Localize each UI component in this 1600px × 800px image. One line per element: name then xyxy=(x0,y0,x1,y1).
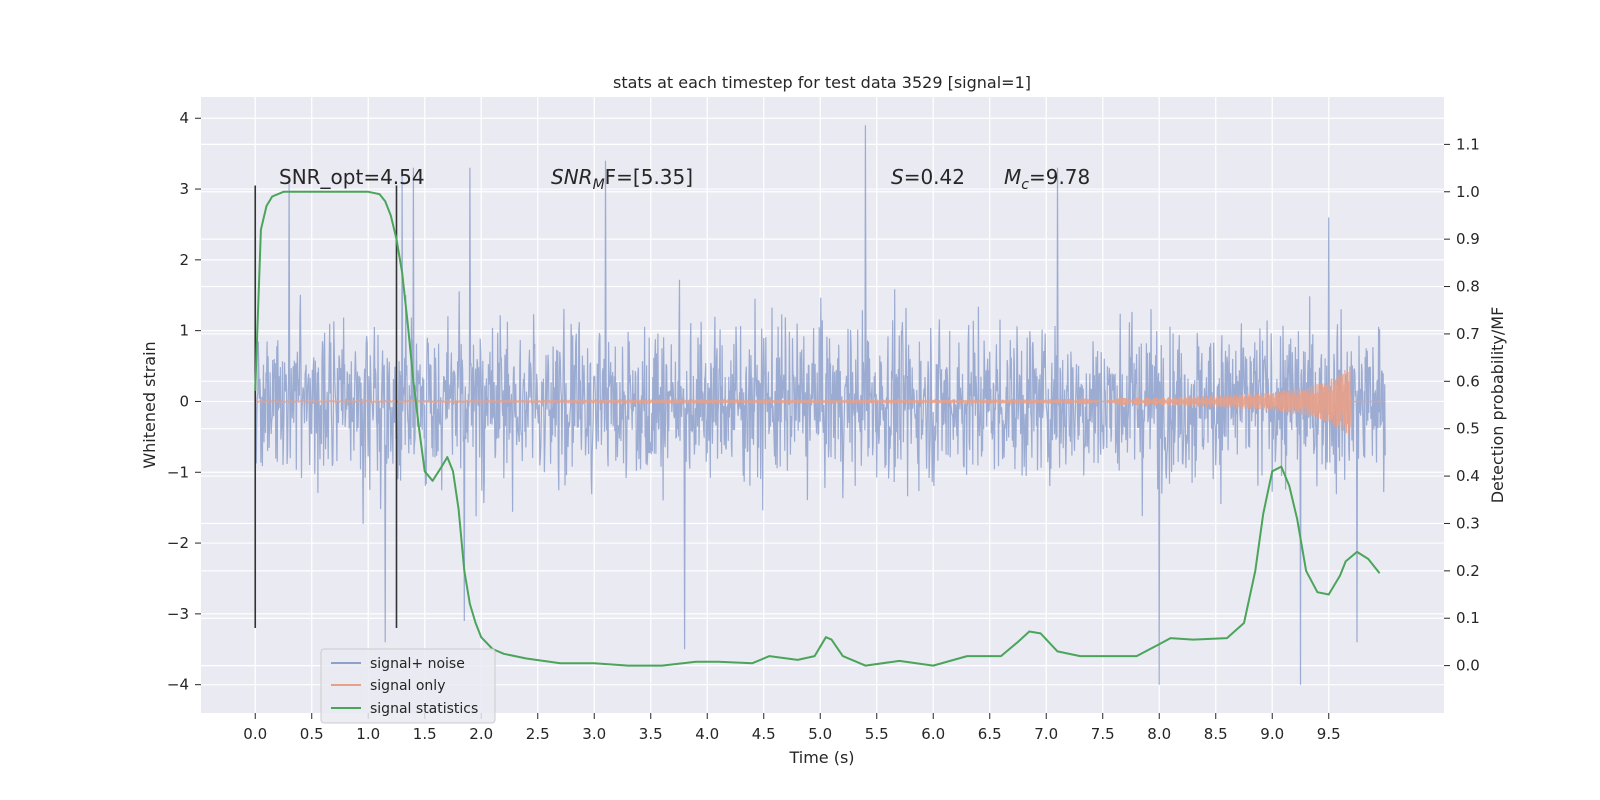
y2-tick-label: 0.9 xyxy=(1456,230,1480,248)
y-tick-label: 1 xyxy=(179,322,189,340)
x-tick-label: 5.0 xyxy=(808,725,832,743)
legend-label-signal-statistics: signal statistics xyxy=(370,701,478,717)
x-tick-label: 4.0 xyxy=(695,725,719,743)
legend: signal+ noise signal only signal statist… xyxy=(320,648,496,724)
signal-only-line xyxy=(254,366,1386,435)
y2-tick-label: 0.8 xyxy=(1456,278,1480,296)
y2-tick-label: 0.6 xyxy=(1456,372,1480,390)
y-axis-ticks: −4 −3 −2 −1 0 1 2 3 4 xyxy=(167,109,201,694)
x-tick-label: 0.5 xyxy=(300,725,324,743)
x-tick-label: 5.5 xyxy=(865,725,889,743)
y2-tick-label: 0.3 xyxy=(1456,514,1480,532)
y2-tick-label: 0.0 xyxy=(1456,657,1480,675)
annotation-snr-opt: SNR_opt=4.54 xyxy=(279,165,425,189)
x-tick-label: 1.5 xyxy=(413,725,437,743)
series-signal-noise xyxy=(254,125,1386,685)
x-tick-label: 2.5 xyxy=(526,725,550,743)
x-tick-label: 9.0 xyxy=(1260,725,1284,743)
y2-tick-label: 0.2 xyxy=(1456,562,1480,580)
x-tick-label: 8.0 xyxy=(1147,725,1171,743)
x-tick-label: 0.0 xyxy=(243,725,267,743)
y2-axis-ticks: 0.0 0.1 0.2 0.3 0.4 0.5 0.6 0.7 0.8 0.9 1.0 1.1 xyxy=(1444,135,1480,675)
chart-title: stats at each timestep for test data 352… xyxy=(613,73,1031,92)
y-tick-label: 2 xyxy=(179,251,189,269)
x-tick-label: 4.5 xyxy=(752,725,776,743)
y-tick-label: −3 xyxy=(167,605,189,623)
series-signal-statistics xyxy=(254,190,1381,667)
annotation-mc: Mc=9.78 xyxy=(1004,165,1090,193)
signal-statistics-line xyxy=(254,190,1381,667)
y-axis-label: Whitened strain xyxy=(140,341,159,468)
y-tick-label: 3 xyxy=(179,180,189,198)
vertical-lines xyxy=(254,185,398,629)
x-tick-label: 3.0 xyxy=(582,725,606,743)
x-axis-label: Time (s) xyxy=(788,748,854,767)
y-tick-label: −4 xyxy=(167,676,189,694)
y-tick-label: −1 xyxy=(167,463,189,481)
y2-tick-label: 0.7 xyxy=(1456,325,1480,343)
y2-tick-label: 0.1 xyxy=(1456,609,1480,627)
x-tick-label: 7.0 xyxy=(1034,725,1058,743)
y2-tick-label: 1.0 xyxy=(1456,183,1480,201)
x-tick-label: 1.0 xyxy=(356,725,380,743)
annotation-snr-mf: SNRMF=[5.35] xyxy=(551,165,693,193)
x-tick-label: 6.0 xyxy=(921,725,945,743)
y2-tick-label: 0.4 xyxy=(1456,467,1480,485)
x-tick-label: 9.5 xyxy=(1317,725,1341,743)
annotation-s: S=0.42 xyxy=(891,165,965,189)
x-tick-label: 7.5 xyxy=(1091,725,1115,743)
x-axis-ticks: 0.0 0.5 1.0 1.5 2.0 2.5 3.0 3.5 4.0 4.5 5.0 5.5 6.0 6… xyxy=(243,713,1341,743)
x-tick-label: 8.5 xyxy=(1204,725,1228,743)
annotations: SNR_opt=4.54 SNRMF=[5.35] S=0.42 Mc=9.78 xyxy=(279,165,1090,193)
y-tick-label: 4 xyxy=(179,109,189,127)
series-signal-only xyxy=(254,366,1386,435)
y2-axis-label: Detection probability/MF xyxy=(1488,307,1507,504)
legend-label-signal-noise: signal+ noise xyxy=(370,656,465,672)
y2-tick-label: 1.1 xyxy=(1456,135,1480,153)
legend-label-signal-only: signal only xyxy=(370,678,445,694)
x-tick-label: 3.5 xyxy=(639,725,663,743)
legend-box xyxy=(320,648,496,724)
y-tick-label: 0 xyxy=(179,392,189,410)
y-tick-label: −2 xyxy=(167,534,189,552)
x-tick-label: 2.0 xyxy=(469,725,493,743)
x-tick-label: 6.5 xyxy=(978,725,1002,743)
signal-noise-line xyxy=(254,125,1386,685)
y2-tick-label: 0.5 xyxy=(1456,420,1480,438)
